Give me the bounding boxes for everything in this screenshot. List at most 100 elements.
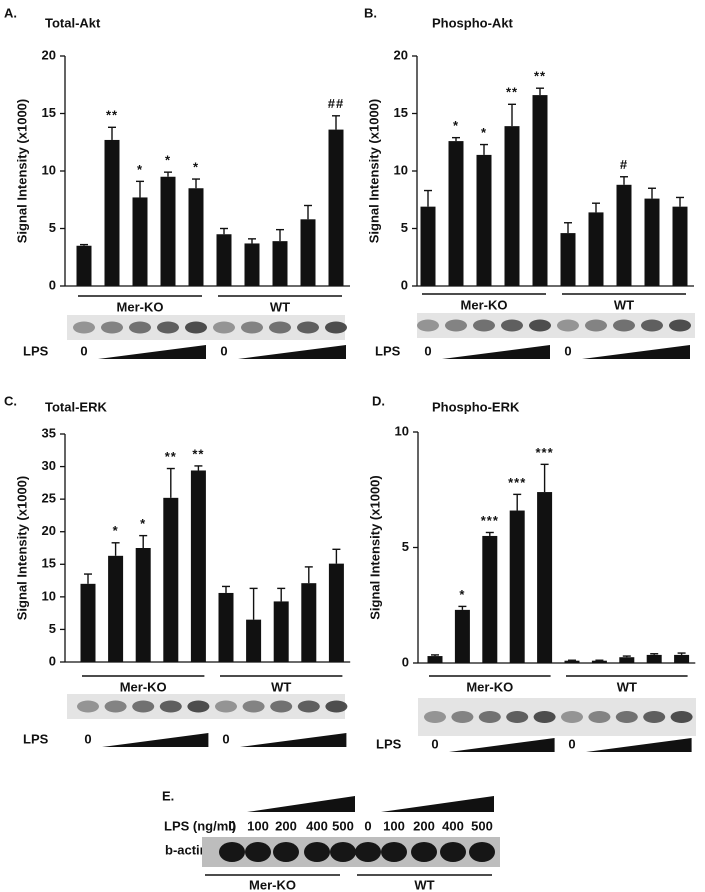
dose-zero: 0: [222, 731, 229, 746]
dose-triangle: [381, 796, 494, 812]
blot-band: [669, 319, 691, 332]
bar: [591, 660, 607, 663]
significance-mark: *: [137, 162, 143, 177]
bar: [564, 660, 580, 663]
blot-band: [273, 842, 299, 862]
bar: [108, 555, 124, 662]
bar: [80, 583, 96, 662]
group-label: WT: [614, 297, 634, 312]
dose-zero: 0: [80, 343, 87, 358]
y-tick-label: 0: [401, 277, 408, 292]
blot-band: [73, 321, 95, 334]
dose-triangle: [449, 738, 555, 752]
blot-band: [270, 700, 293, 713]
chart-title: Phospho-Akt: [432, 15, 514, 30]
bar: [420, 206, 436, 286]
y-tick-label: 5: [402, 539, 409, 554]
blot-band: [424, 711, 446, 723]
y-tick-label: 10: [42, 162, 56, 177]
protein-label: b-actin: [165, 842, 208, 857]
bar: [482, 535, 498, 663]
blot-band: [185, 321, 207, 334]
bar: [454, 609, 470, 663]
panel-label: D.: [372, 393, 385, 408]
y-tick-label: 5: [49, 220, 56, 235]
significance-mark: **: [506, 85, 518, 100]
chart-title: Phospho-ERK: [432, 399, 520, 414]
y-tick-label: 0: [49, 277, 56, 292]
bar: [135, 548, 151, 662]
panel-label: A.: [4, 5, 17, 20]
dose-label: 0: [364, 818, 371, 833]
dose-zero: 0: [84, 731, 91, 746]
significance-mark: ***: [508, 475, 526, 490]
y-tick-label: 10: [395, 423, 409, 438]
blot-band: [159, 700, 182, 713]
dose-zero: 0: [431, 736, 438, 751]
bar: [244, 243, 260, 286]
y-tick-label: 20: [42, 523, 56, 538]
dose-label: 500: [471, 818, 493, 833]
significance-mark: *: [481, 125, 487, 140]
blot-band: [304, 842, 330, 862]
blot-band: [325, 321, 347, 334]
bar: [616, 184, 632, 286]
dose-triangle: [102, 733, 209, 747]
dose-label: 400: [442, 818, 464, 833]
y-tick-label: 35: [42, 425, 56, 440]
dose-label: 100: [247, 818, 269, 833]
bar: [448, 141, 464, 286]
significance-mark: *: [165, 153, 171, 168]
group-label: Mer-KO: [120, 679, 167, 694]
bar: [674, 654, 690, 663]
group-label: WT: [414, 877, 434, 892]
dose-label: 0: [228, 818, 235, 833]
y-tick-label: 5: [401, 220, 408, 235]
chart-title: Total-ERK: [45, 399, 107, 414]
blot-band: [77, 700, 99, 713]
blot-band: [585, 319, 607, 332]
dose-triangle: [240, 733, 347, 747]
blot-band: [132, 700, 155, 713]
lps-label: LPS: [375, 343, 401, 358]
blot-band: [269, 321, 291, 334]
bar: [509, 510, 525, 663]
bar: [216, 234, 232, 286]
bar: [301, 583, 317, 662]
bar: [188, 188, 204, 286]
bar: [104, 139, 120, 286]
blot-band: [478, 711, 501, 723]
bar: [246, 619, 262, 662]
blot-band: [588, 711, 611, 723]
dose-triangle: [238, 345, 346, 359]
blot-band: [381, 842, 407, 862]
bar: [646, 654, 662, 663]
group-label: Mer-KO: [117, 299, 164, 314]
y-axis-label: Signal Intensity (x1000): [14, 476, 29, 621]
y-tick-label: 0: [402, 654, 409, 669]
group-label: WT: [270, 299, 290, 314]
blot-band: [245, 842, 271, 862]
blot-band: [641, 319, 663, 332]
lps-label: LPS (ng/ml): [164, 818, 236, 833]
group-label: Mer-KO: [466, 679, 513, 694]
blot-band: [561, 711, 583, 723]
y-axis-label: Signal Intensity (x1000): [366, 99, 381, 244]
y-tick-label: 20: [394, 47, 408, 62]
blot-band: [533, 711, 556, 723]
blot-band: [330, 842, 356, 862]
group-label: WT: [617, 679, 637, 694]
bar: [476, 154, 492, 286]
blot-band: [613, 319, 635, 332]
bar: [619, 657, 635, 663]
blot-band: [469, 842, 495, 862]
panel-label: B.: [364, 5, 377, 20]
bar: [273, 601, 289, 662]
group-label: Mer-KO: [461, 297, 508, 312]
significance-mark: *: [140, 516, 146, 531]
bar: [190, 470, 206, 662]
bar: [328, 563, 344, 662]
significance-mark: ***: [536, 445, 554, 460]
blot-band: [445, 319, 467, 332]
